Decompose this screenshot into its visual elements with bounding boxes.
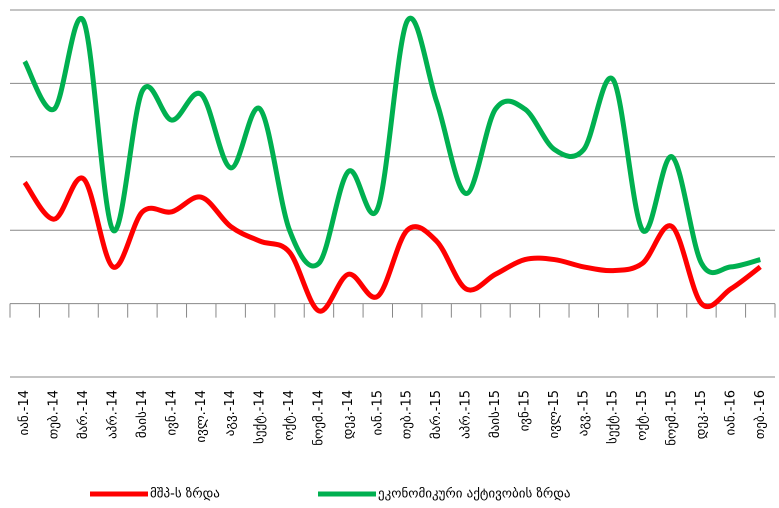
x-tick-label: აპრ.-15: [459, 390, 474, 439]
x-tick-label: დეკ.-15: [694, 390, 709, 439]
x-tick-label: თებ.-16: [753, 390, 768, 439]
x-tick-label: თებ.-14: [47, 390, 62, 439]
x-tick-label: სექტ.-14: [253, 390, 268, 444]
x-tick-label: აპრ.-14: [105, 390, 120, 439]
x-tick-label: აგვ.-15: [576, 390, 591, 436]
x-tick-label: სექტ.-15: [606, 390, 621, 444]
x-tick-label: იან.-14: [17, 390, 32, 436]
x-tick-label: ივლ-15: [547, 390, 562, 438]
x-tick-label: მარ.-14: [76, 390, 91, 439]
x-tick-label: ივნ.-14: [164, 390, 179, 436]
x-tick-label: მაის-15: [488, 390, 503, 438]
x-tick-label: იან.-16: [723, 390, 738, 436]
x-tick-label: ივნ-15: [517, 390, 532, 431]
x-tick-label: ივლ.-14: [194, 390, 209, 443]
legend-label: მშპ-ს ზრდა: [150, 487, 220, 502]
x-tick-label: აგვ.-14: [223, 390, 238, 436]
series-line: [22, 175, 762, 314]
x-tick-label: ოქტ.-15: [635, 390, 650, 441]
x-tick-label: მარ.-15: [429, 390, 444, 439]
x-tick-label: ნოემ.-14: [311, 390, 326, 446]
x-tick-label: დეკ.-14: [341, 390, 356, 439]
x-tick-label: იან.-15: [370, 390, 385, 436]
x-tick-label: ნოემ.-15: [665, 390, 680, 446]
series-line: [22, 15, 761, 276]
x-tick-label: მაის-14: [135, 390, 150, 438]
x-tick-label: თებ.-15: [400, 390, 415, 439]
x-tick-label: ოქტ.-14: [282, 390, 297, 441]
legend-label: ეკონომიკური აქტივობის ზრდა: [378, 487, 570, 502]
